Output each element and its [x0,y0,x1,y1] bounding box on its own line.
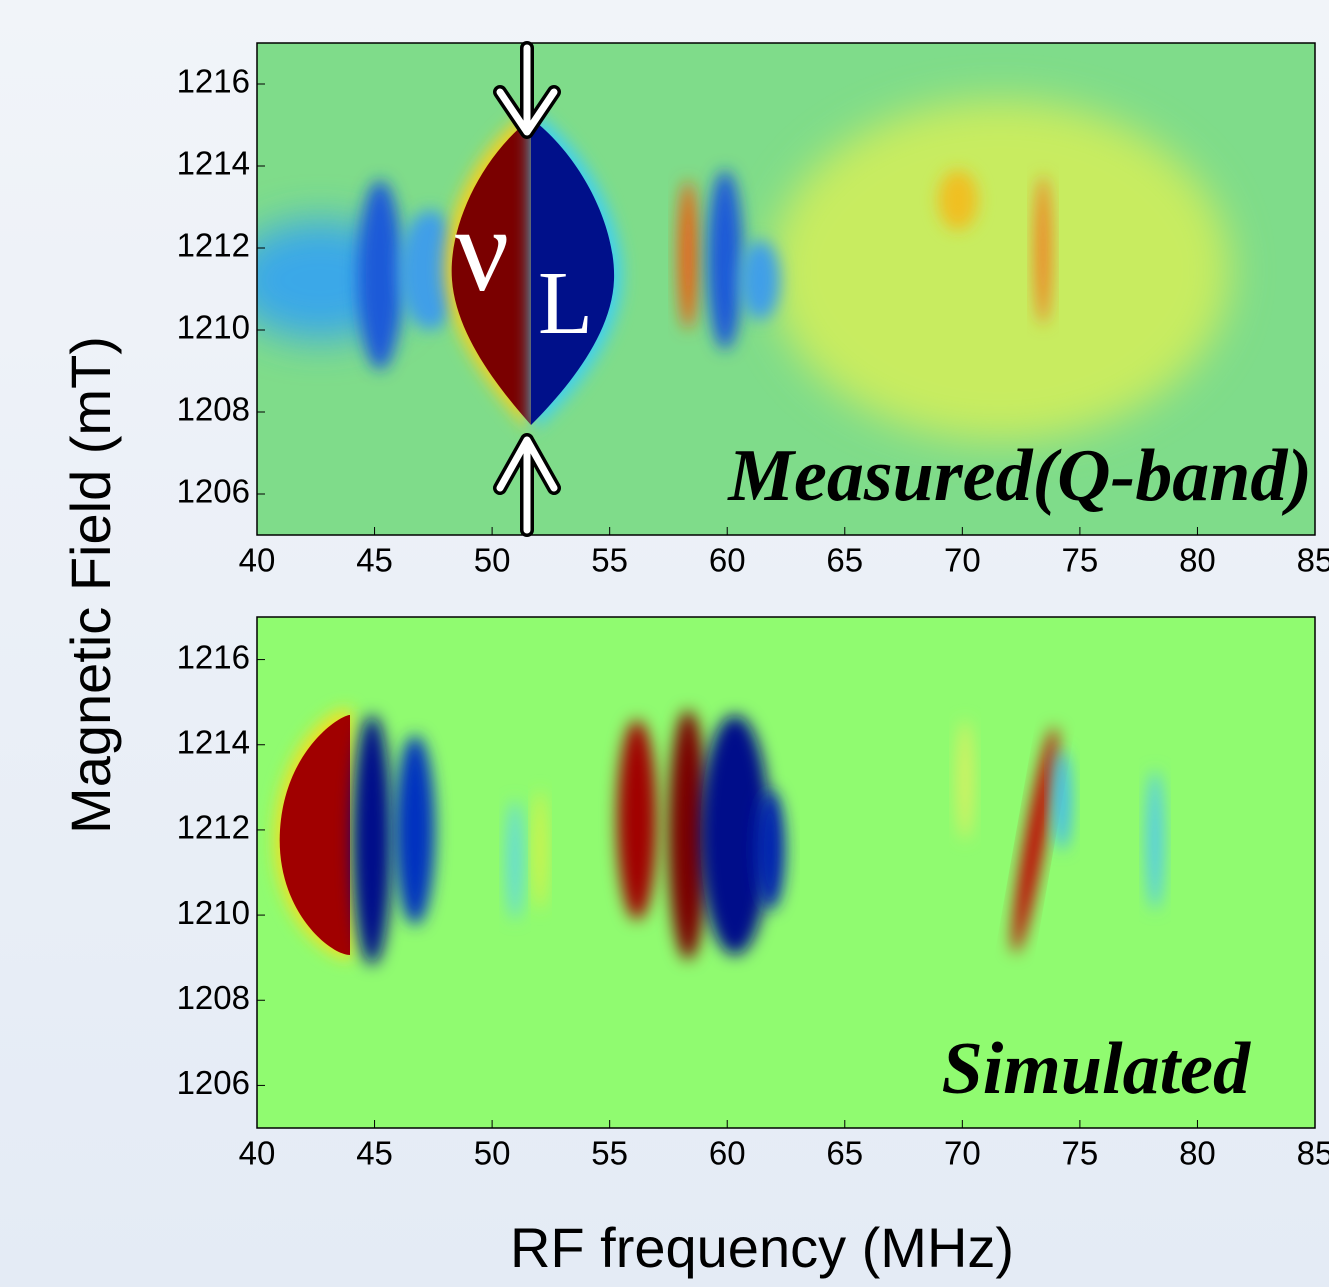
x-tick-label: 65 [826,1135,863,1172]
y-tick-label: 1208 [177,391,250,428]
x-tick-label: 85 [1297,1135,1329,1172]
x-tick-label: 55 [591,542,628,579]
y-tick-label: 1214 [177,145,250,182]
x-tick-label: 45 [356,542,393,579]
x-tick-label: 55 [591,1135,628,1172]
heatmap-simulated [257,617,1315,1128]
x-tick-label: 70 [944,542,981,579]
x-tick-label: 40 [239,1135,276,1172]
y-tick-label: 1210 [177,894,250,931]
x-tick-label: 75 [1062,542,1099,579]
y-axis-label: Magnetic Field (mT) [59,336,122,834]
x-tick-label: 60 [709,1135,746,1172]
x-tick-label: 80 [1179,1135,1216,1172]
arrow-bottom-fill [496,436,558,534]
marker-subscript: L [538,254,593,353]
arrow-top-fill [496,44,558,136]
x-tick-label: 85 [1297,542,1329,579]
x-tick-label: 60 [709,542,746,579]
y-tick-label: 1216 [177,638,250,675]
y-tick-label: 1206 [177,473,250,510]
x-tick-label: 70 [944,1135,981,1172]
y-tick-label: 1208 [177,979,250,1016]
heatmap-measured [257,43,1315,535]
plot-frame [256,616,1316,1129]
annotation: Measured(Q-band) [727,435,1312,517]
annotation: Simulated [942,1028,1251,1110]
x-tick-label: 50 [474,542,511,579]
plot-frame [256,42,1316,536]
x-tick-label: 65 [826,542,863,579]
y-tick-label: 1210 [177,309,250,346]
y-tick-label: 1214 [177,723,250,760]
x-tick-label: 45 [356,1135,393,1172]
x-tick-label: 80 [1179,542,1216,579]
y-tick-label: 1216 [177,63,250,100]
y-tick-label: 1212 [177,809,250,846]
x-tick-label: 75 [1062,1135,1099,1172]
x-tick-label: 40 [239,542,276,579]
y-tick-label: 1212 [177,227,250,264]
marker-symbol: ν [455,183,509,316]
x-tick-label: 50 [474,1135,511,1172]
x-axis-label: RF frequency (MHz) [510,1216,1014,1279]
y-tick-label: 1206 [177,1064,250,1101]
